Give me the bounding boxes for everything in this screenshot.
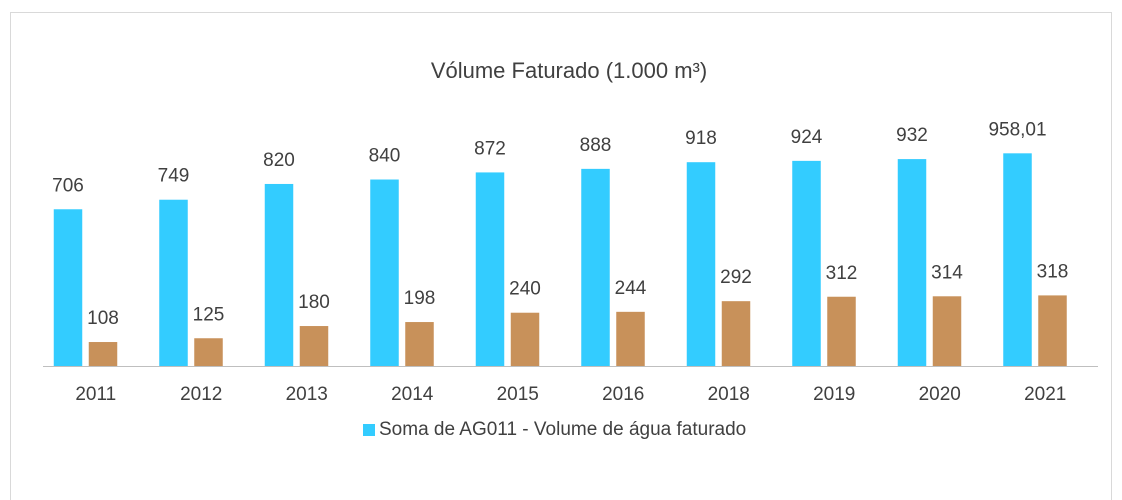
data-label: 820 [263,150,295,171]
x-tick-label: 2021 [1024,384,1066,405]
bar [53,209,83,366]
x-tick-label: 2020 [919,384,961,405]
bar [1003,153,1032,366]
x-tick-label: 2018 [708,384,750,405]
data-label: 924 [791,127,823,148]
data-label: 318 [1037,261,1069,282]
x-tick-label: 2012 [180,384,222,405]
x-tick-label: 2013 [286,384,328,405]
data-label: 888 [580,135,612,156]
bar [827,296,856,366]
data-label: 125 [193,304,225,325]
chart-title: Vólume Faturado (1.000 m³) [431,58,707,83]
x-tick-label: 2015 [497,384,539,405]
bar [616,311,645,366]
data-label: 749 [158,166,190,187]
data-label: 292 [720,267,752,288]
bar [721,301,751,366]
data-label: 932 [896,125,928,146]
bar [1038,295,1067,366]
bar [686,162,716,366]
bar [159,199,188,366]
data-label: 244 [615,278,647,299]
data-label: 872 [474,138,506,159]
data-label: 240 [509,279,541,300]
bar [792,160,821,366]
bar [897,159,927,366]
chart-frame [10,12,1112,500]
data-label: 314 [931,262,963,283]
x-tick-label: 2011 [75,384,116,405]
bar [194,338,223,366]
bar [405,322,434,366]
bar [370,179,399,366]
data-label: 180 [298,292,330,313]
bar [88,342,118,366]
bar [299,326,329,366]
bar [475,172,505,366]
x-tick-label: 2019 [813,384,855,405]
data-label: 840 [369,146,401,167]
data-label: 958,01 [988,119,1046,140]
data-label: 918 [685,128,717,149]
data-label: 312 [826,263,858,284]
bar [264,183,294,366]
bar [510,312,540,366]
x-tick-label: 2016 [602,384,644,405]
data-label: 198 [404,288,436,309]
bar [932,296,962,366]
bar [581,168,610,366]
data-label: 706 [52,175,84,196]
legend-swatch [363,424,375,436]
x-tick-label: 2014 [391,384,434,405]
data-label: 108 [87,308,119,329]
legend-label: Soma de AG011 - Volume de água faturado [379,419,746,440]
